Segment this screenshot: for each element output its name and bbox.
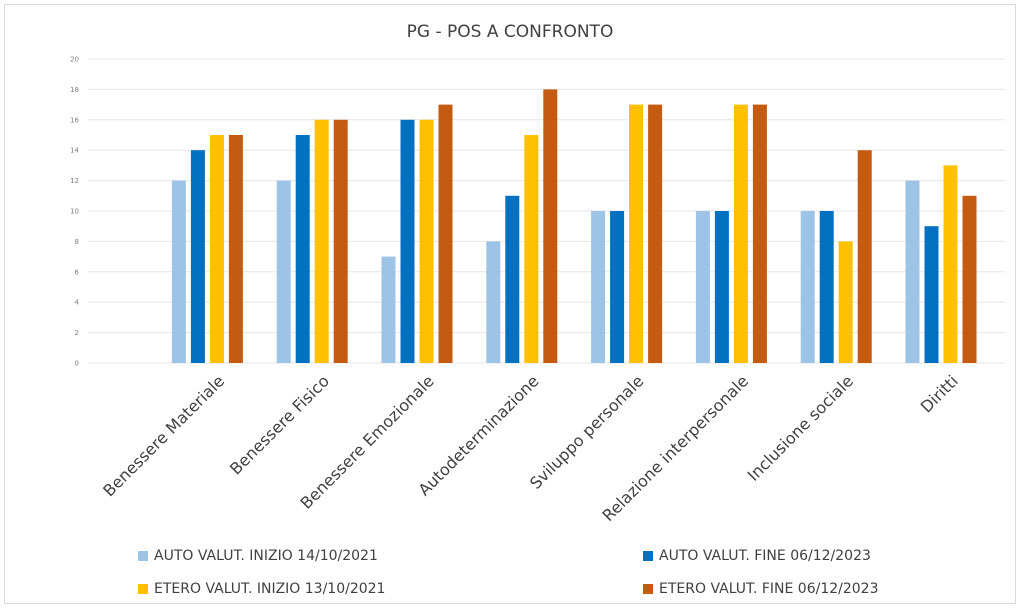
y-tick-label: 2 — [75, 329, 79, 337]
bar — [276, 180, 291, 363]
x-tick-label: Diritti — [917, 371, 962, 416]
bar — [524, 135, 539, 363]
bar — [333, 119, 348, 363]
legend-item: AUTO VALUT. FINE 06/12/2023 — [643, 548, 871, 564]
bar — [629, 104, 644, 363]
legend-label: ETERO VALUT. INIZIO 13/10/2021 — [154, 581, 386, 597]
bar — [505, 195, 520, 363]
bar — [962, 195, 977, 363]
legend-swatch — [643, 584, 653, 594]
x-tick-label: Inclusione sociale — [744, 371, 857, 484]
y-tick-label: 14 — [70, 147, 79, 155]
bar — [905, 180, 920, 363]
bar — [695, 211, 710, 363]
legend-label: AUTO VALUT. FINE 06/12/2023 — [659, 548, 871, 564]
legend-item: ETERO VALUT. FINE 06/12/2023 — [643, 581, 878, 597]
y-tick-label: 0 — [75, 360, 79, 368]
y-tick-label: 6 — [75, 268, 80, 276]
bar — [381, 256, 396, 363]
y-tick-label: 4 — [75, 299, 80, 307]
bar — [543, 89, 558, 364]
legend-swatch — [643, 551, 653, 561]
x-tick-label: Benessere Materiale — [99, 371, 228, 500]
bar — [800, 211, 815, 363]
bar — [857, 150, 872, 363]
bar — [819, 211, 834, 363]
bar — [171, 180, 186, 363]
bar — [591, 211, 606, 363]
bar — [733, 104, 748, 363]
bar — [314, 119, 329, 363]
bar — [400, 119, 415, 363]
legend-label: AUTO VALUT. INIZIO 14/10/2021 — [154, 548, 378, 564]
y-tick-label: 18 — [70, 86, 79, 94]
bar — [924, 226, 939, 363]
bar — [438, 104, 453, 363]
bar — [648, 104, 663, 363]
bar — [209, 135, 224, 363]
x-tick-label: Autodeterminazione — [415, 371, 543, 499]
bar — [838, 241, 853, 363]
bar — [943, 165, 958, 363]
legend-swatch — [138, 551, 148, 561]
y-tick-label: 8 — [75, 238, 79, 246]
chart-title: PG - POS A CONFRONTO — [406, 22, 614, 42]
bar — [486, 241, 501, 363]
x-tick-label: Sviluppo personale — [526, 371, 647, 492]
x-tick-label: Benessere Fisico — [226, 371, 333, 478]
y-tick-label: 10 — [70, 208, 79, 216]
bar — [419, 119, 434, 363]
legend-swatch — [138, 584, 148, 594]
y-tick-label: 12 — [70, 177, 79, 185]
bar — [752, 104, 767, 363]
bar — [714, 211, 729, 363]
bar — [295, 135, 310, 363]
bar — [610, 211, 625, 363]
y-tick-label: 20 — [70, 56, 79, 64]
legend-item: AUTO VALUT. INIZIO 14/10/2021 — [138, 548, 378, 564]
bar — [190, 150, 205, 363]
bar — [228, 135, 243, 363]
legend-label: ETERO VALUT. FINE 06/12/2023 — [659, 581, 879, 597]
legend-item: ETERO VALUT. INIZIO 13/10/2021 — [138, 581, 385, 597]
y-tick-label: 16 — [70, 116, 79, 124]
